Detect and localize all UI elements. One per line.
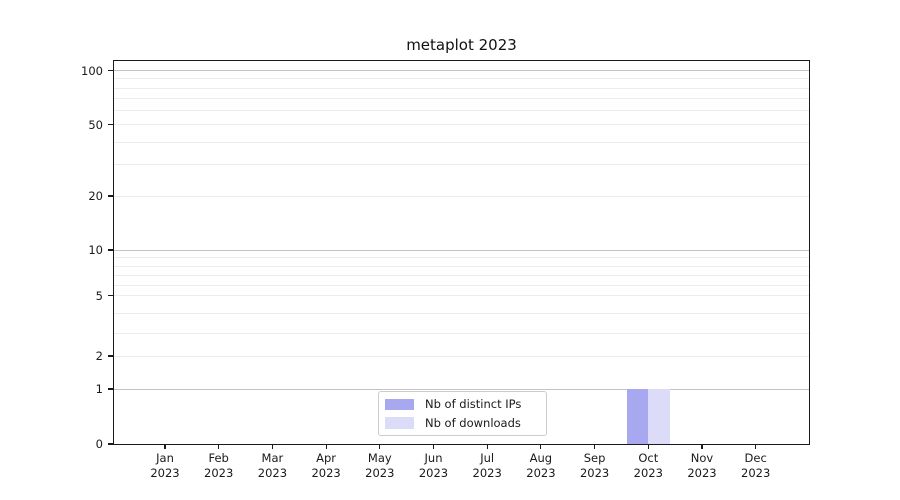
minor-gridline xyxy=(114,163,809,165)
minor-gridline xyxy=(114,274,809,276)
x-axis-tick xyxy=(755,445,757,450)
minor-gridline xyxy=(114,285,809,286)
y-axis-tick-label: 20 xyxy=(88,189,103,204)
y-axis-tick xyxy=(107,124,113,126)
minor-gridline xyxy=(114,141,809,143)
minor-gridline xyxy=(114,97,809,99)
y-axis-tick-label: 100 xyxy=(81,63,103,78)
x-axis-tick xyxy=(218,445,220,450)
x-axis-tick xyxy=(271,445,273,450)
minor-gridline xyxy=(114,87,809,89)
x-axis-tick-label: Feb 2023 xyxy=(204,451,234,480)
x-axis-tick-label: Aug 2023 xyxy=(526,451,556,480)
minor-gridline xyxy=(114,124,809,126)
y-axis-tick-label: 50 xyxy=(88,117,103,132)
x-axis-tick-label: Jan 2023 xyxy=(150,451,180,480)
x-axis-tick-label: Sep 2023 xyxy=(579,451,610,480)
y-axis-tick-label: 1 xyxy=(95,382,103,396)
legend: Nb of distinct IPs Nb of downloads xyxy=(378,391,547,436)
y-axis-tick-label: 10 xyxy=(88,243,103,257)
legend-swatch-distinct-ips xyxy=(385,398,414,410)
y-axis-tick xyxy=(107,355,113,357)
x-axis-tick-label: Jun 2023 xyxy=(418,451,449,480)
major-gridline xyxy=(114,388,809,390)
y-axis-tick xyxy=(107,294,113,297)
minor-gridline xyxy=(114,265,809,267)
minor-gridline xyxy=(114,78,809,80)
major-gridline xyxy=(114,70,809,72)
chart-title: metaplot 2023 xyxy=(406,36,517,54)
y-axis-tick xyxy=(107,70,113,72)
y-axis-tick xyxy=(107,195,113,197)
x-axis-tick-label: Apr 2023 xyxy=(311,451,341,480)
x-axis-tick-label: May 2023 xyxy=(365,451,395,480)
y-axis-tick xyxy=(107,249,113,251)
x-axis-tick-label: Mar 2023 xyxy=(257,451,288,480)
x-axis-tick xyxy=(432,445,435,450)
legend-item-distinct-ips: Nb of distinct IPs xyxy=(385,395,538,414)
x-axis-tick xyxy=(486,445,488,450)
legend-swatch-downloads xyxy=(385,417,414,429)
minor-gridline xyxy=(114,257,809,258)
y-axis-tick-label: 5 xyxy=(95,288,103,303)
y-axis-tick-label: 2 xyxy=(95,349,103,363)
x-axis-tick xyxy=(325,445,327,450)
x-axis-tick xyxy=(647,445,649,450)
plot-area-border xyxy=(113,60,810,445)
x-axis-tick xyxy=(701,445,703,450)
x-axis-tick-label: Jul 2023 xyxy=(472,451,502,480)
minor-gridline xyxy=(114,332,809,334)
x-axis-tick xyxy=(594,445,596,450)
major-gridline xyxy=(114,249,809,251)
minor-gridline xyxy=(114,195,809,197)
x-axis-tick xyxy=(164,445,166,450)
x-axis-tick xyxy=(540,445,542,450)
legend-item-downloads: Nb of downloads xyxy=(385,414,538,433)
minor-gridline xyxy=(114,109,809,111)
bar-nb-of-downloads xyxy=(648,389,670,444)
y-axis-tick xyxy=(107,443,113,445)
legend-label-downloads: Nb of downloads xyxy=(425,415,521,430)
legend-label-distinct-ips: Nb of distinct IPs xyxy=(425,397,522,412)
x-axis-tick-label: Oct 2023 xyxy=(633,451,663,480)
y-axis-tick-label: 0 xyxy=(95,437,103,451)
x-axis-tick-label: Dec 2023 xyxy=(741,451,771,480)
y-axis-tick xyxy=(107,388,113,390)
minor-gridline xyxy=(114,312,809,314)
minor-gridline xyxy=(114,355,809,357)
bar-nb-of-distinct-ips xyxy=(626,389,649,444)
x-axis-tick xyxy=(379,445,381,450)
x-axis-tick-label: Nov 2023 xyxy=(687,451,717,480)
minor-gridline xyxy=(114,295,809,296)
